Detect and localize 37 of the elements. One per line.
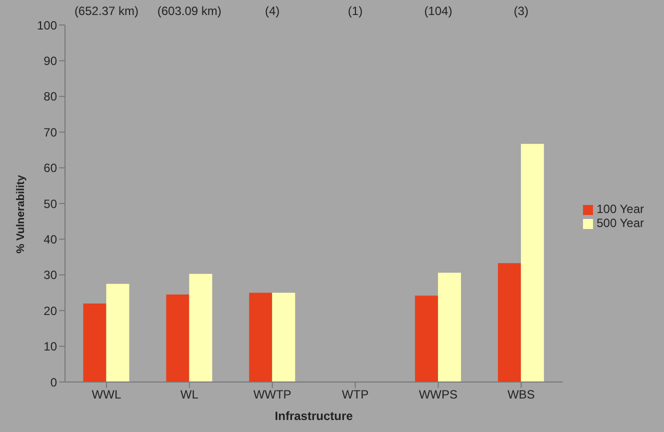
x-tick-label: WWL (92, 388, 122, 402)
y-tick-label: 100 (36, 18, 58, 32)
y-tick-label: 0 (50, 375, 58, 390)
y-tick-label: 20 (44, 304, 58, 318)
text: (652.37 km) (74, 4, 138, 18)
bar (438, 272, 461, 382)
y-tick-label: 40 (44, 232, 58, 246)
bar (249, 292, 272, 382)
x-axis-title: Infrastructure (274, 409, 354, 423)
text: (1) (348, 4, 363, 18)
bar (520, 144, 544, 382)
bar (414, 296, 438, 382)
bar (166, 294, 190, 382)
bar (272, 292, 296, 382)
legend-label: 500 Year (596, 216, 644, 230)
y-tick-label: 80 (44, 90, 58, 104)
text: (603.09 km) (157, 4, 222, 18)
y-axis-title: % Vulnerability (14, 174, 27, 254)
legend-label: 100 Year (596, 202, 644, 216)
x-tick-label: WWTP (253, 388, 292, 402)
y-tick-label: 50 (44, 196, 58, 211)
x-tick-label: WTP (342, 388, 369, 402)
x-tick-label: WBS (507, 388, 535, 402)
y-tick-label: 60 (44, 161, 58, 176)
x-tick-label: WWPS (418, 388, 458, 402)
bar (498, 263, 521, 382)
bar (189, 274, 212, 382)
text: (3) (514, 4, 528, 18)
text: (104) (424, 4, 452, 18)
y-tick-label: 30 (44, 268, 58, 282)
y-tick-label: 70 (44, 125, 58, 140)
y-tick-label: 90 (44, 54, 58, 68)
bar (106, 284, 130, 382)
x-tick-label: WL (180, 388, 199, 402)
text: (4) (265, 4, 280, 18)
y-tick-label: 10 (44, 340, 58, 354)
bar (83, 303, 106, 382)
